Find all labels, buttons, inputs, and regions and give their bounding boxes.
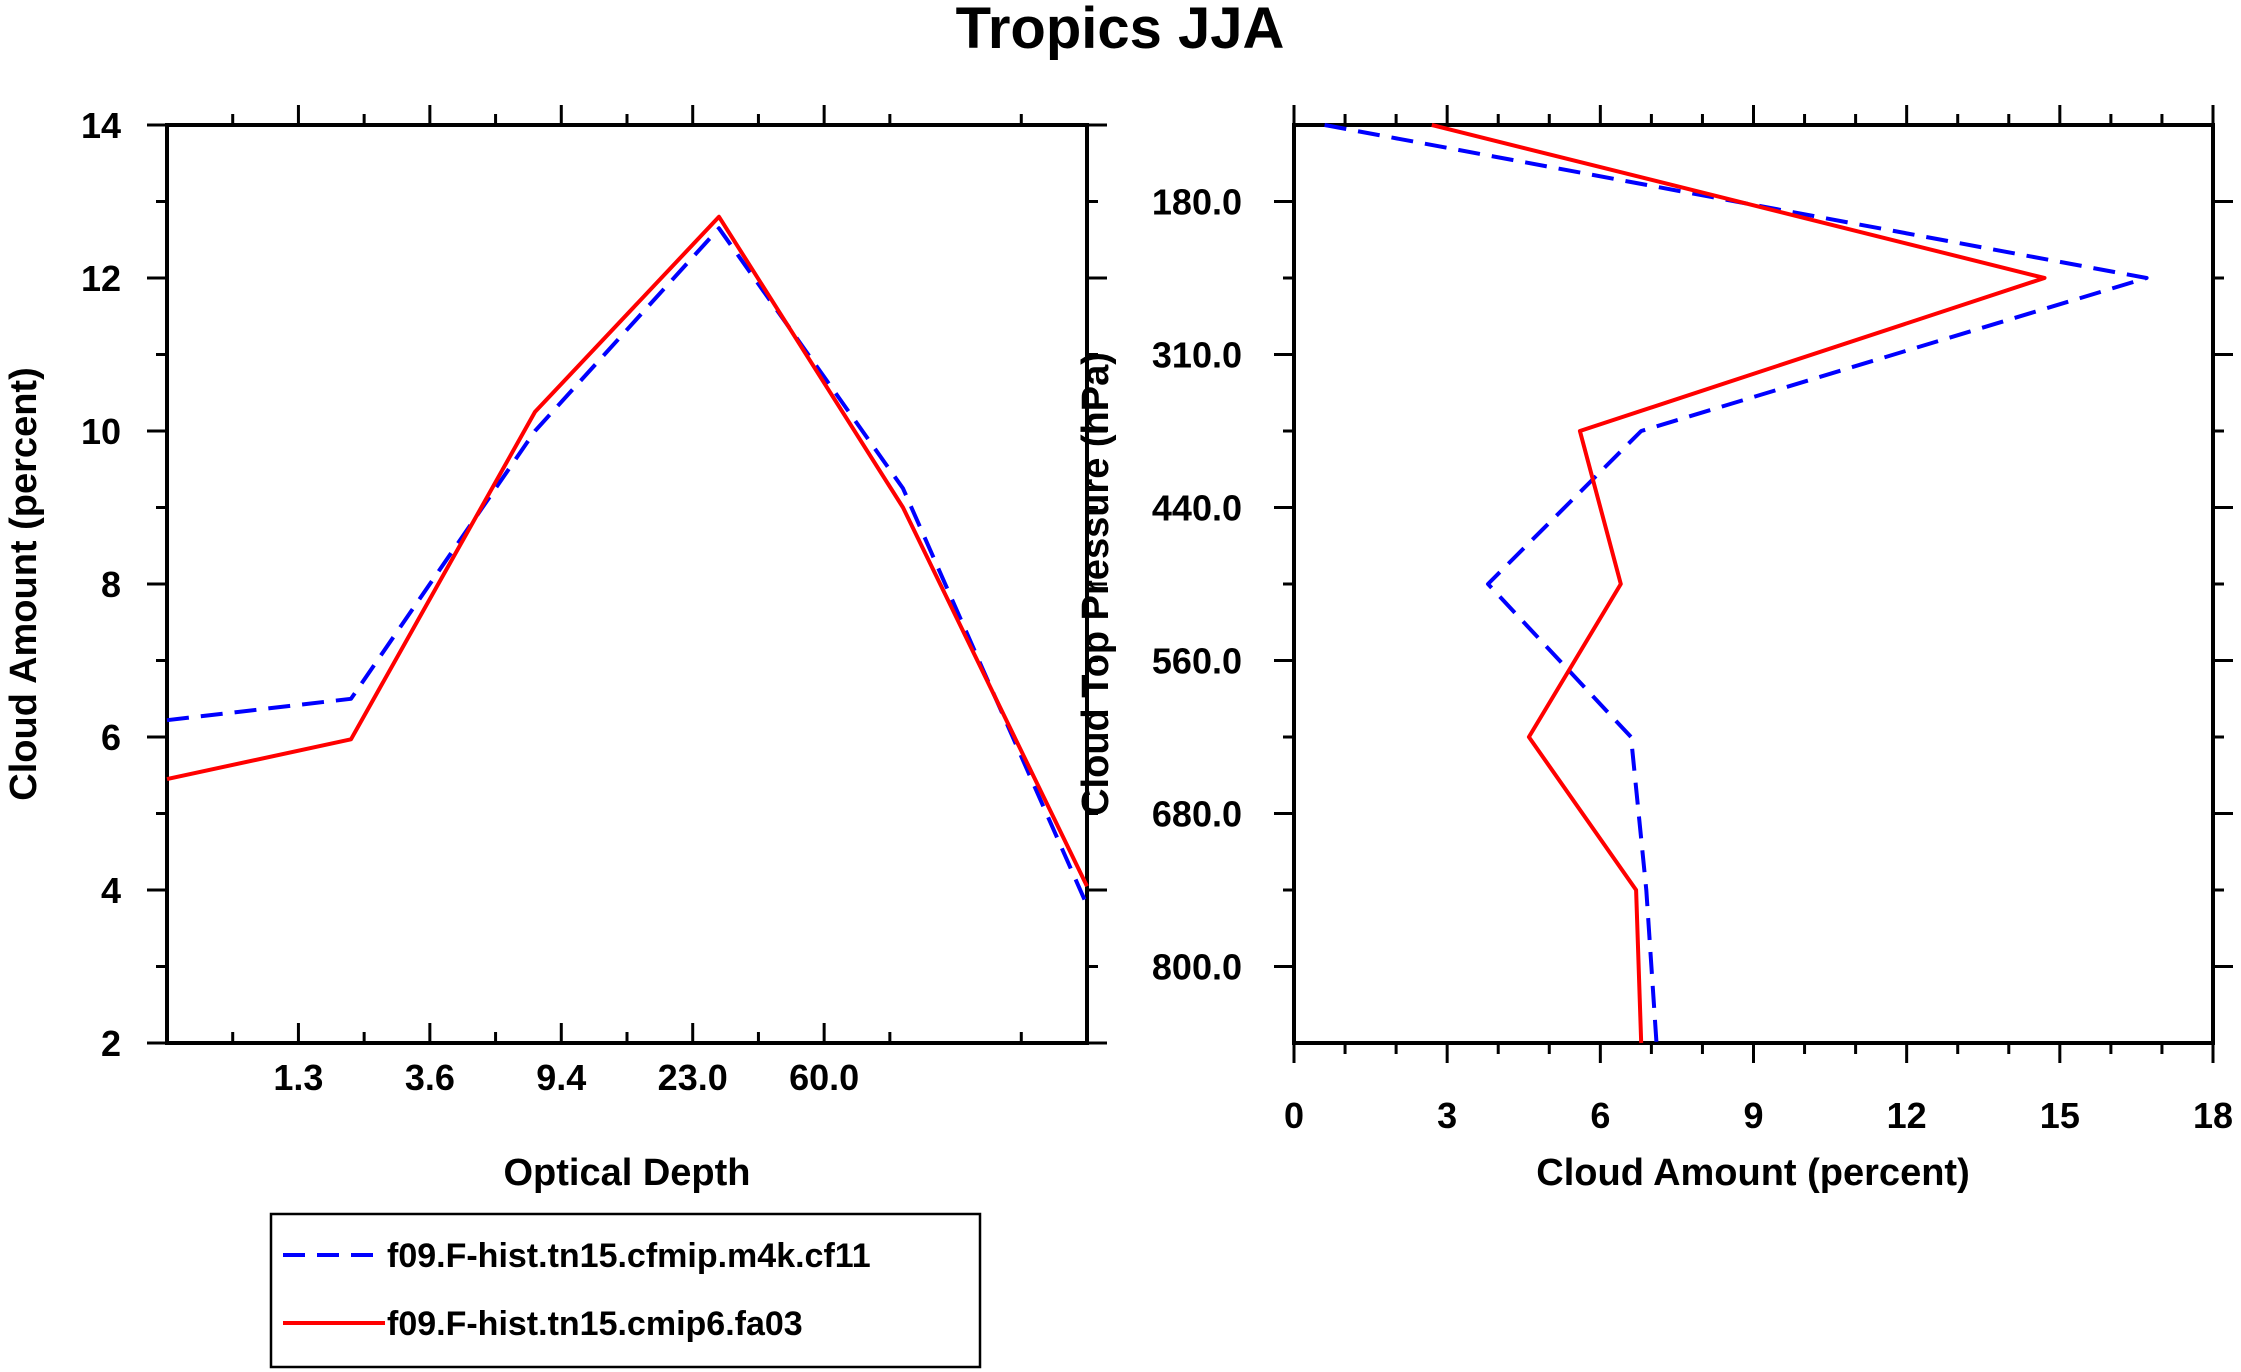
legend-label-cfmip: f09.F-hist.tn15.cfmip.m4k.cf11 xyxy=(387,1237,871,1275)
right-x-tick-label: 18 xyxy=(2193,1095,2233,1136)
left-x-tick-label: 1.3 xyxy=(273,1057,323,1098)
left-ticks xyxy=(147,105,1107,1045)
left-x-axis-label: Optical Depth xyxy=(503,1152,750,1194)
right-x-tick-label: 0 xyxy=(1284,1095,1304,1136)
left-x-tick-label: 3.6 xyxy=(405,1057,455,1098)
right-y-tick-label: 680.0 xyxy=(1152,794,1242,835)
left-y-tick-label: 14 xyxy=(81,105,121,146)
right-series-group xyxy=(1324,123,2149,1044)
left-x-tick-labels: 1.3 3.6 9.4 23.0 60.0 xyxy=(273,1057,859,1098)
left-y-tick-label: 8 xyxy=(101,564,121,605)
right-x-tick-label: 9 xyxy=(1743,1095,1763,1136)
legend-label-cmip6: f09.F-hist.tn15.cmip6.fa03 xyxy=(387,1305,803,1343)
cloud-top-pressure-panel: 0 3 6 9 12 15 18 180.0 310.0 440.0 560.0 680.0 800.… xyxy=(1075,105,2233,1194)
right-y-tick-label: 310.0 xyxy=(1152,335,1242,376)
left-series-group xyxy=(166,214,1089,907)
right-x-tick-label: 15 xyxy=(2040,1095,2080,1136)
right-y-tick-label: 440.0 xyxy=(1152,488,1242,529)
left-y-tick-label: 4 xyxy=(101,870,121,911)
left-y-tick-label: 12 xyxy=(81,258,121,299)
right-x-tick-labels: 0 3 6 9 12 15 18 xyxy=(1284,1095,2233,1136)
left-y-tick-label: 10 xyxy=(81,411,121,452)
right-series-line-0 xyxy=(1324,123,2149,1044)
right-y-tick-label: 800.0 xyxy=(1152,947,1242,988)
right-x-axis-label: Cloud Amount (percent) xyxy=(1536,1152,1969,1194)
right-y-tick-labels: 180.0 310.0 440.0 560.0 680.0 800.0 xyxy=(1152,182,1242,988)
left-series-line-0 xyxy=(166,226,1089,907)
right-series-line-1 xyxy=(1431,123,2047,1044)
right-ticks xyxy=(1274,105,2233,1063)
figure-title: Tropics JJA xyxy=(956,0,1285,61)
left-y-axis-label: Cloud Amount (percent) xyxy=(3,367,45,800)
right-y-tick-label: 180.0 xyxy=(1152,182,1242,223)
left-y-tick-labels: 2 4 6 8 10 12 14 xyxy=(81,105,121,1064)
optical-depth-panel: 1.3 3.6 9.4 23.0 60.0 2 4 6 8 10 12 14 Optical Dep… xyxy=(3,105,1107,1194)
left-series-line-1 xyxy=(166,214,1089,888)
right-y-axis-label: Cloud Top Pressure (hPa) xyxy=(1075,352,1117,816)
left-x-tick-label: 23.0 xyxy=(658,1057,728,1098)
left-x-tick-label: 9.4 xyxy=(536,1057,586,1098)
right-y-tick-label: 560.0 xyxy=(1152,641,1242,682)
left-y-tick-label: 2 xyxy=(101,1023,121,1064)
right-x-tick-label: 3 xyxy=(1437,1095,1457,1136)
right-x-tick-label: 6 xyxy=(1590,1095,1610,1136)
left-y-tick-label: 6 xyxy=(101,717,121,758)
right-x-tick-label: 12 xyxy=(1887,1095,1927,1136)
legend-box xyxy=(269,1212,982,1369)
legend: f09.F-hist.tn15.cfmip.m4k.cf11 f09.F-his… xyxy=(269,1212,982,1369)
left-x-tick-label: 60.0 xyxy=(789,1057,859,1098)
